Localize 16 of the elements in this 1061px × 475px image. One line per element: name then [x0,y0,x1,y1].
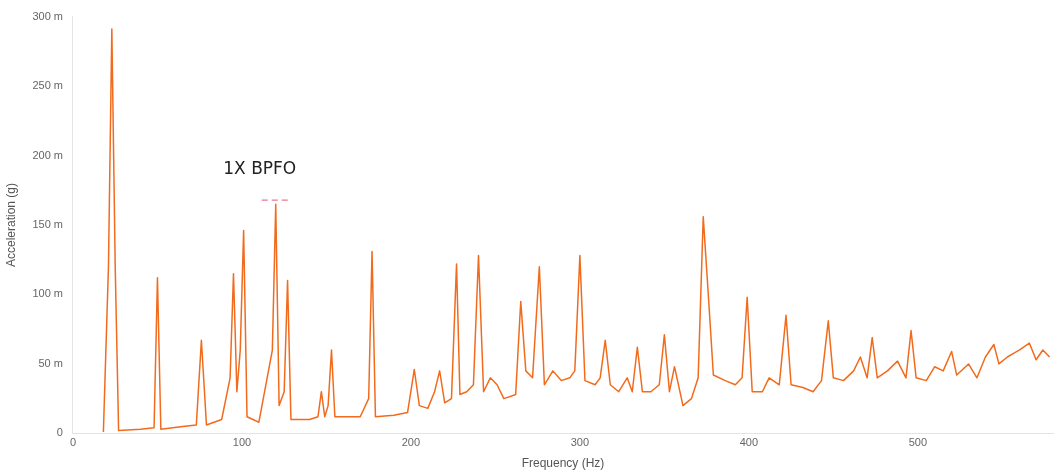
annotation: 1X BPFO [223,158,297,179]
x-tick-label: 200 [401,436,421,449]
y-axis-title: Acceleration (g) [3,182,18,268]
y-tick-label: 150 m [32,218,63,231]
y-tick-label: 0 [56,426,63,439]
x-tick-label: 300 [570,436,590,449]
y-tick-label: 100 m [32,287,63,300]
y-tick-label: 50 m [38,356,63,369]
x-tick-label: 0 [69,436,77,449]
y-tick-label: 200 m [32,148,63,161]
y-tick-label: 250 m [32,79,63,92]
x-tick-label: 500 [908,436,927,449]
x-axis-title: Frequency (Hz) [521,456,605,471]
x-tick-label: 100 [232,436,252,449]
y-tick-label: 300 m [32,9,63,22]
x-tick-label: 400 [739,436,759,449]
